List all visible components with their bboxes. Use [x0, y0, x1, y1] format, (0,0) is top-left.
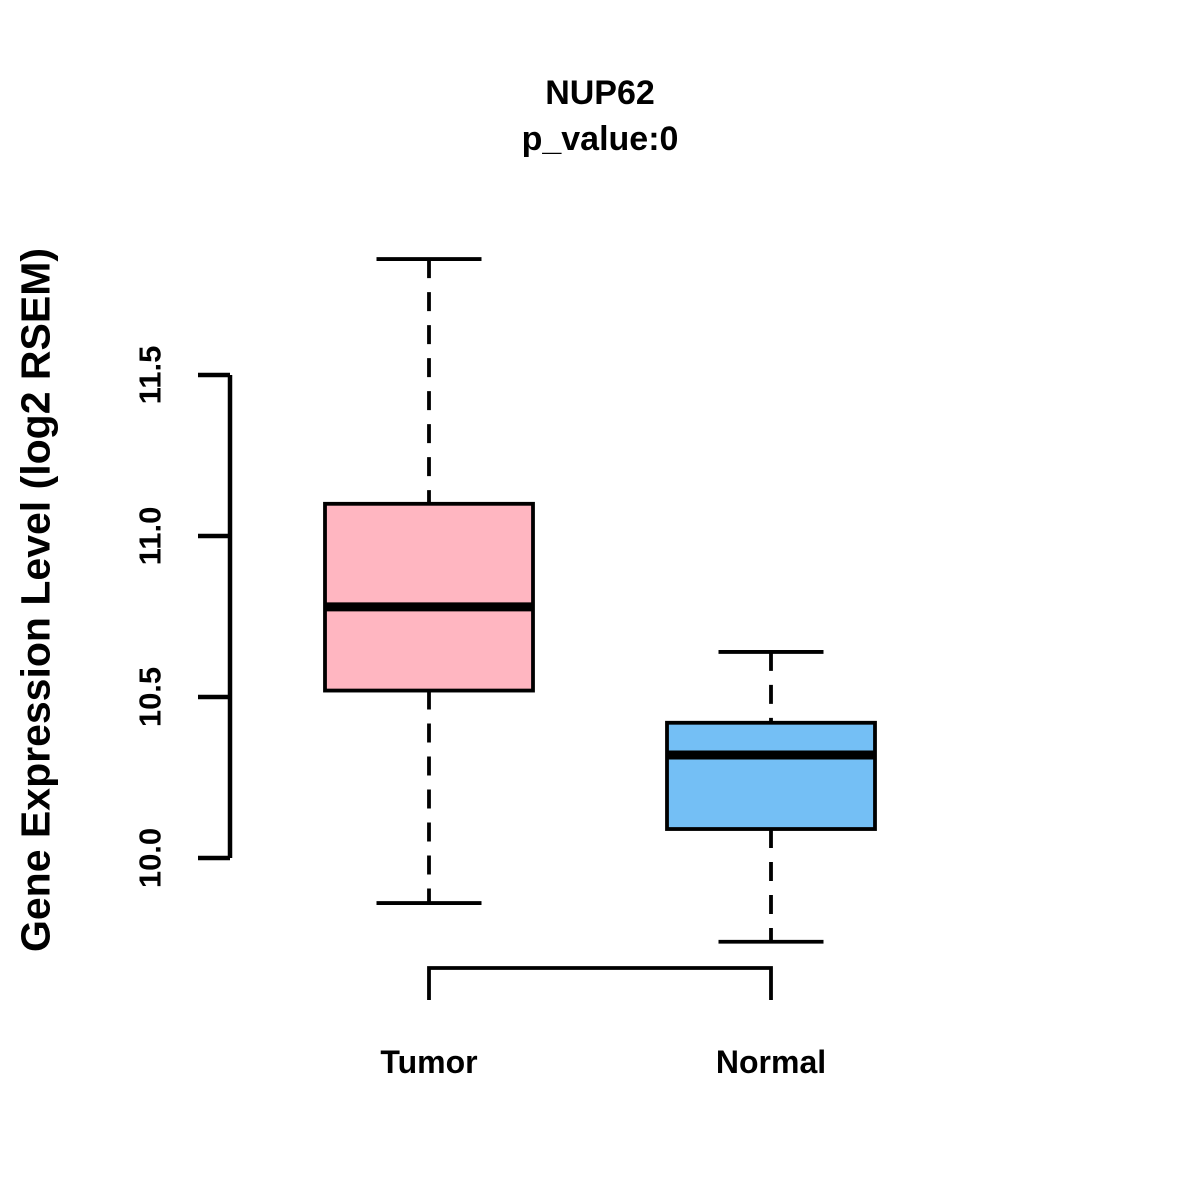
normal-iqr-box [665, 720, 877, 831]
y-tick-label-10.0: 10.0 [132, 827, 168, 889]
chart-title: NUP62 [545, 74, 655, 112]
y-tick-label-10.5: 10.5 [132, 666, 168, 728]
chart-subtitle-pvalue: p_value:0 [521, 120, 679, 158]
y-tick-label-11.5: 11.5 [132, 345, 168, 405]
y-axis-label: Gene Expression Level (log2 RSEM) [12, 247, 59, 953]
x-category-label-normal: Normal [715, 1044, 827, 1080]
y-tick-label-11.0: 11.0 [132, 506, 168, 566]
x-category-label-tumor: Tumor [380, 1044, 478, 1080]
x-axis-bracket [427, 966, 773, 1000]
tumor-iqr-box [323, 501, 535, 693]
